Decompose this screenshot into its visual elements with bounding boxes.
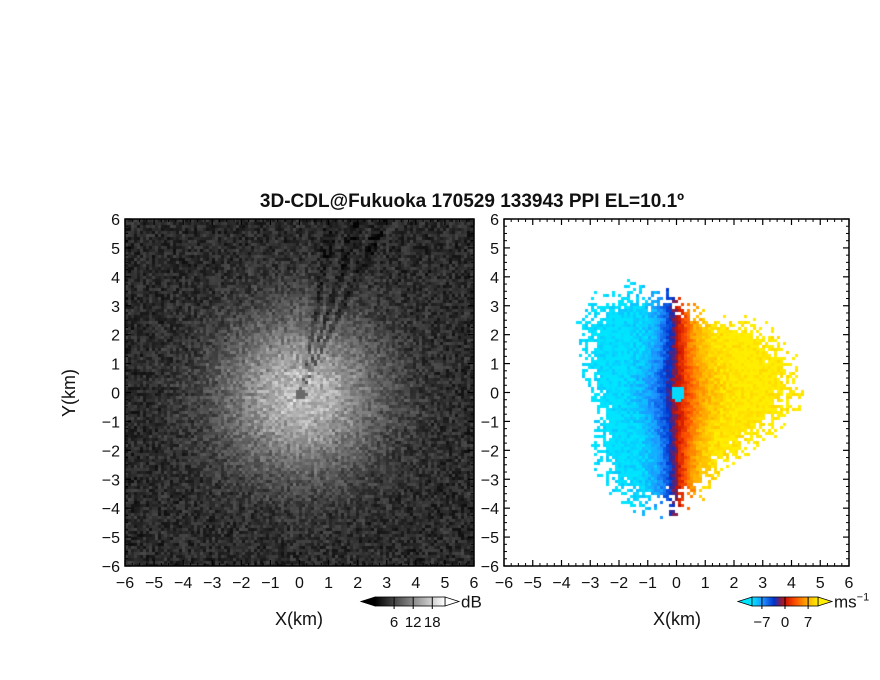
velocity-x-axis-title: X(km) (653, 609, 701, 629)
y-tick-label: −5 (102, 530, 120, 547)
colorbar-tick-label: 6 (390, 614, 398, 631)
y-tick-label: 0 (111, 386, 120, 403)
y-tick-label: 0 (490, 386, 499, 403)
colorbar-left-arrow (736, 596, 753, 607)
x-tick-label: 4 (411, 575, 420, 592)
y-tick-label: −6 (481, 559, 499, 576)
y-tick-label: 2 (490, 328, 499, 345)
x-tick-label: 5 (440, 575, 449, 592)
colorbar-unit: dB (461, 593, 482, 612)
reflectivity-x-axis-title: X(km) (275, 609, 323, 629)
velocity-panel: −6 −5 −4 −3 −2 −1 0 1 2 3 4 5 6 6 5 4 3 2 1 0 −1 −2 −3 −4 −5 −6 X… (481, 212, 869, 631)
y-tick-label: 4 (111, 270, 120, 287)
y-tick-label: 6 (111, 212, 120, 229)
x-tick-label: −3 (203, 575, 221, 592)
x-tick-label: −1 (639, 575, 657, 592)
y-tick-label: 5 (111, 241, 120, 258)
y-tick-label: −3 (102, 472, 120, 489)
x-tick-label: 6 (845, 575, 854, 592)
x-tick-label: −4 (174, 575, 192, 592)
colorbar-tick-label: 7 (804, 614, 812, 631)
x-tick-label: 1 (701, 575, 710, 592)
x-tick-label: 2 (730, 575, 739, 592)
y-tick-label: 1 (111, 357, 120, 374)
x-tick-label: 2 (353, 575, 362, 592)
velocity-colorbar: −7 0 7 ms−1 (736, 592, 869, 631)
x-tick-label: 0 (295, 575, 304, 592)
x-tick-label: 4 (787, 575, 796, 592)
y-tick-label: −2 (481, 443, 499, 460)
velocity-heatmap (504, 219, 849, 566)
x-tick-label: −6 (495, 575, 513, 592)
y-tick-label: −4 (102, 501, 120, 518)
colorbar-tick-label: −7 (753, 614, 770, 631)
y-tick-label: −5 (481, 530, 499, 547)
colorbar-right-arrow (817, 596, 834, 607)
x-tick-label: 0 (672, 575, 681, 592)
y-tick-label: 3 (490, 299, 499, 316)
y-tick-label: −1 (481, 414, 499, 431)
y-tick-label: −3 (481, 472, 499, 489)
x-tick-label: 3 (382, 575, 391, 592)
x-tick-label: −5 (524, 575, 542, 592)
x-tick-label: −6 (116, 575, 134, 592)
y-tick-label: −1 (102, 414, 120, 431)
colorbar-unit: ms−1 (834, 592, 869, 612)
y-tick-label: 5 (490, 241, 499, 258)
reflectivity-axis-ticks: −6 −5 −4 −3 −2 −1 0 1 2 3 4 5 6 6 5 4 3 2 1 0 −1 −2 −3 −4 −5 −6 (102, 212, 479, 592)
x-tick-label: −4 (552, 575, 570, 592)
x-tick-label: 5 (816, 575, 825, 592)
y-tick-label: −2 (102, 443, 120, 460)
colorbar-right-arrow (444, 596, 461, 607)
y-tick-label: −6 (102, 559, 120, 576)
x-tick-label: 3 (758, 575, 767, 592)
colorbar-tick-label: 18 (424, 614, 441, 631)
reflectivity-y-axis-title: Y(km) (59, 369, 79, 417)
colorbar-gradient (374, 596, 446, 607)
x-tick-label: 6 (470, 575, 479, 592)
colorbar-tick-label: 12 (405, 614, 422, 631)
x-tick-label: −3 (581, 575, 599, 592)
y-tick-label: 2 (111, 328, 120, 345)
y-tick-label: 4 (490, 270, 499, 287)
colorbar-left-arrow (359, 596, 376, 607)
figure-title: 3D-CDL@Fukuoka 170529 133943 PPI EL=10.1… (260, 191, 684, 212)
x-tick-label: −2 (232, 575, 250, 592)
x-tick-label: −1 (261, 575, 279, 592)
y-tick-label: −4 (481, 501, 499, 518)
y-tick-label: 1 (490, 357, 499, 374)
colorbar-tick-label: 0 (781, 614, 789, 631)
reflectivity-heatmap (125, 219, 474, 566)
velocity-axis-ticks: −6 −5 −4 −3 −2 −1 0 1 2 3 4 5 6 6 5 4 3 2 1 0 −1 −2 −3 −4 −5 −6 (481, 212, 854, 592)
x-tick-label: −2 (610, 575, 628, 592)
y-tick-label: 6 (490, 212, 499, 229)
y-tick-label: 3 (111, 299, 120, 316)
reflectivity-colorbar: 6 12 18 dB (359, 593, 482, 631)
x-tick-label: 1 (324, 575, 333, 592)
x-tick-label: −5 (145, 575, 163, 592)
